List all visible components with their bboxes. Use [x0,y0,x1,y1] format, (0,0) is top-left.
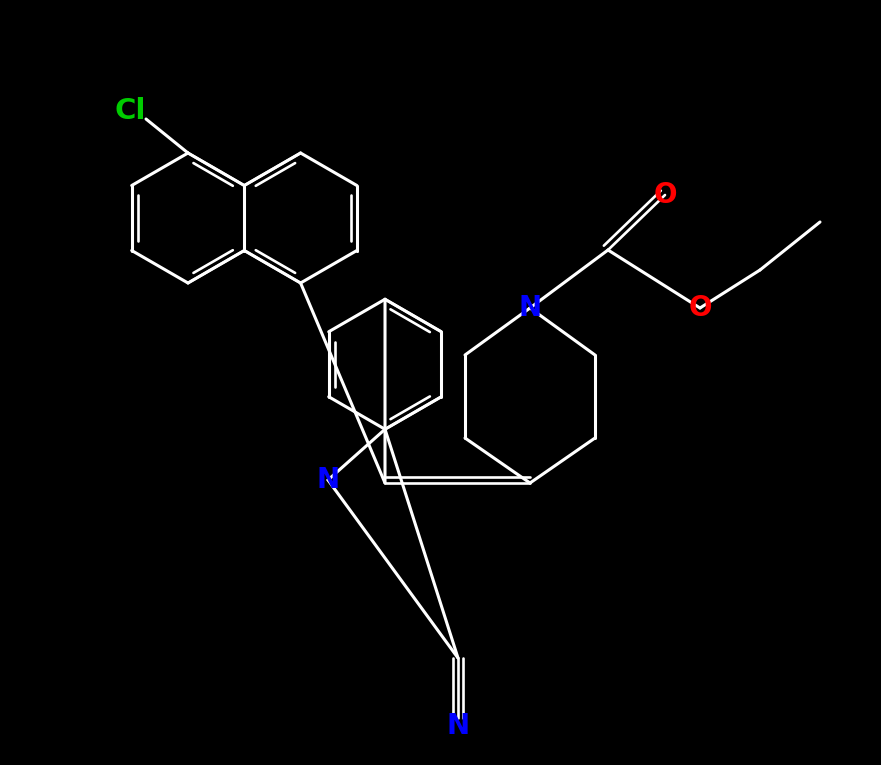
Text: N: N [518,294,542,322]
Text: N: N [447,712,470,740]
Text: O: O [688,294,712,322]
Text: N: N [316,466,339,494]
Text: O: O [653,181,677,209]
Text: Cl: Cl [115,97,145,125]
